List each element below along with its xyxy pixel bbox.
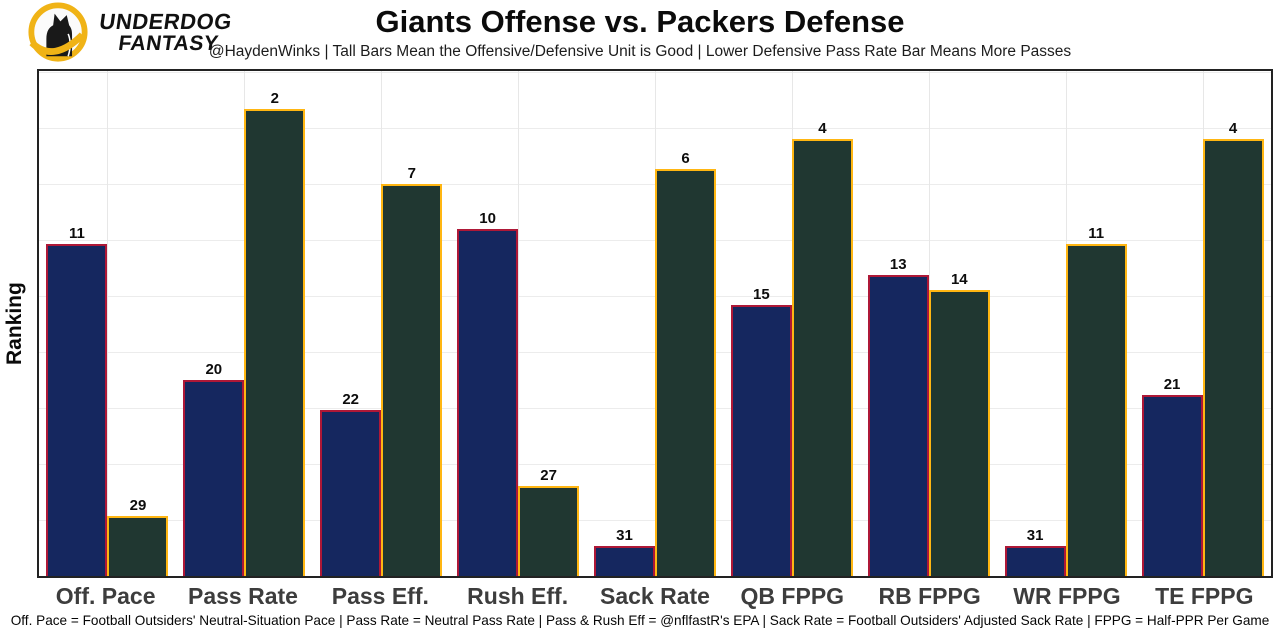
x-axis-category-label: WR FPPG: [1013, 583, 1121, 609]
x-axis-category-label: TE FPPG: [1155, 583, 1254, 609]
packers-defense-bar: [1065, 244, 1127, 576]
packers-defense-bar: [518, 485, 580, 576]
bar-column: 7: [381, 71, 443, 576]
bar-column: 29: [107, 71, 169, 576]
bar-groups: 11 29 20 2 22 7 10 27 31 6 15 4 13 14 31 11 21 4: [39, 71, 1271, 576]
bar-column: 31: [1004, 71, 1066, 576]
bar-column: 10: [457, 71, 519, 576]
bar-group: 22 7: [313, 71, 450, 576]
packers-defense-bar: [928, 289, 990, 576]
bar-value-label: 15: [753, 285, 770, 303]
giants-offense-bar: [1004, 545, 1066, 576]
x-axis-category-label: RB FPPG: [878, 583, 981, 609]
vertical-gridline: [107, 71, 109, 576]
bar-value-label: 6: [681, 149, 690, 167]
giants-offense-bar: [46, 244, 108, 576]
bar-column: 22: [320, 71, 382, 576]
x-axis-category-label: Pass Rate: [188, 583, 298, 609]
bar-value-label: 10: [479, 210, 496, 228]
bar-value-label: 29: [129, 496, 147, 514]
bar-value-label: 27: [540, 466, 557, 484]
bar-group: 20 2: [176, 71, 313, 576]
bar-value-label: 14: [950, 270, 968, 288]
bar-value-label: 7: [407, 165, 416, 183]
bar-value-label: 4: [818, 119, 827, 137]
giants-offense-bar: [593, 545, 655, 576]
bar-value-label: 20: [205, 361, 223, 379]
bar-column: 27: [518, 71, 580, 576]
underdog-dog-icon: [28, 2, 88, 62]
bar-group: 31 6: [587, 71, 724, 576]
x-axis-category-label: Pass Eff.: [331, 583, 429, 609]
bar-column: 6: [655, 71, 717, 576]
bar-group: 21 4: [1134, 71, 1271, 576]
x-axis-category-label: Sack Rate: [599, 583, 710, 609]
bar-column: 11: [46, 71, 108, 576]
giants-offense-bar: [183, 380, 245, 576]
x-axis-category-label: Rush Eff.: [467, 583, 569, 609]
giants-offense-bar: [1141, 395, 1203, 576]
bar-column: 20: [183, 71, 245, 576]
bar-value-label: 13: [889, 255, 907, 273]
bar-group: 31 11: [997, 71, 1134, 576]
packers-defense-bar: [1202, 138, 1264, 576]
y-axis-label: Ranking: [3, 282, 26, 366]
bar-group: 13 14: [860, 71, 997, 576]
x-axis-labels: Off. Pace Pass Rate Pass Eff. Rush Eff. Sack…: [37, 583, 1273, 610]
bar-value-label: 31: [1026, 526, 1044, 544]
plot-area: 11 29 20 2 22 7 10 27 31 6 15 4 13 14 31 11 21 4: [37, 69, 1273, 578]
bar-group: 11 29: [39, 71, 176, 576]
giants-offense-bar: [320, 410, 382, 576]
packers-defense-bar: [791, 138, 853, 576]
chart-subtitle: @HaydenWinks | Tall Bars Mean the Offens…: [208, 43, 1072, 60]
underdog-fantasy-logo: UNDERDOG FANTASY: [26, 2, 234, 64]
bar-value-label: 11: [68, 225, 85, 243]
bar-column: 31: [593, 71, 655, 576]
footnote: Off. Pace = Football Outsiders' Neutral-…: [10, 613, 1270, 628]
bar-column: 13: [867, 71, 929, 576]
bar-value-label: 21: [1163, 376, 1181, 394]
giants-offense-bar: [730, 304, 792, 576]
bar-column: 4: [1202, 71, 1264, 576]
packers-defense-bar: [655, 168, 717, 576]
bar-column: 15: [730, 71, 792, 576]
packers-defense-bar: [244, 108, 306, 576]
bar-group: 10 27: [450, 71, 587, 576]
bar-value-label: 2: [270, 89, 280, 107]
bar-column: 11: [1065, 71, 1127, 576]
giants-offense-bar: [867, 274, 929, 576]
bar-value-label: 11: [1088, 225, 1105, 243]
packers-defense-bar: [381, 184, 443, 576]
bar-value-label: 22: [342, 391, 360, 409]
chart-title: Giants Offense vs. Packers Defense: [375, 4, 905, 39]
bar-column: 2: [244, 71, 306, 576]
x-axis-category-label: Off. Pace: [55, 583, 156, 609]
vertical-gridline: [518, 71, 520, 576]
bar-column: 21: [1141, 71, 1203, 576]
packers-defense-bar: [107, 515, 169, 576]
x-axis-category-label: QB FPPG: [740, 583, 845, 609]
bar-group: 15 4: [723, 71, 860, 576]
bar-value-label: 4: [1228, 119, 1238, 137]
bar-value-label: 31: [616, 526, 633, 544]
bar-column: 14: [928, 71, 990, 576]
giants-offense-bar: [457, 229, 519, 576]
bar-column: 4: [791, 71, 853, 576]
